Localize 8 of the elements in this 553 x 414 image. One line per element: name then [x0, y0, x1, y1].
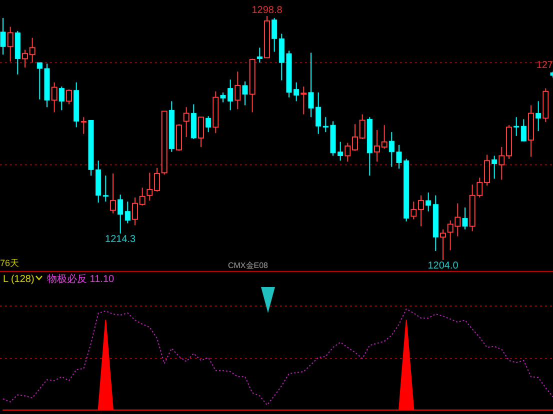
- text: CMX金E08: [228, 261, 269, 270]
- text: 物极必反 11.10: [47, 273, 114, 285]
- annotation: 1298.8: [252, 5, 283, 16]
- annotation: 127: [536, 60, 553, 71]
- text: L (128): [3, 274, 34, 285]
- annotation: 1204.0: [428, 260, 459, 272]
- annotation: 76天: [0, 258, 20, 268]
- annotation: 1214.3: [105, 234, 136, 245]
